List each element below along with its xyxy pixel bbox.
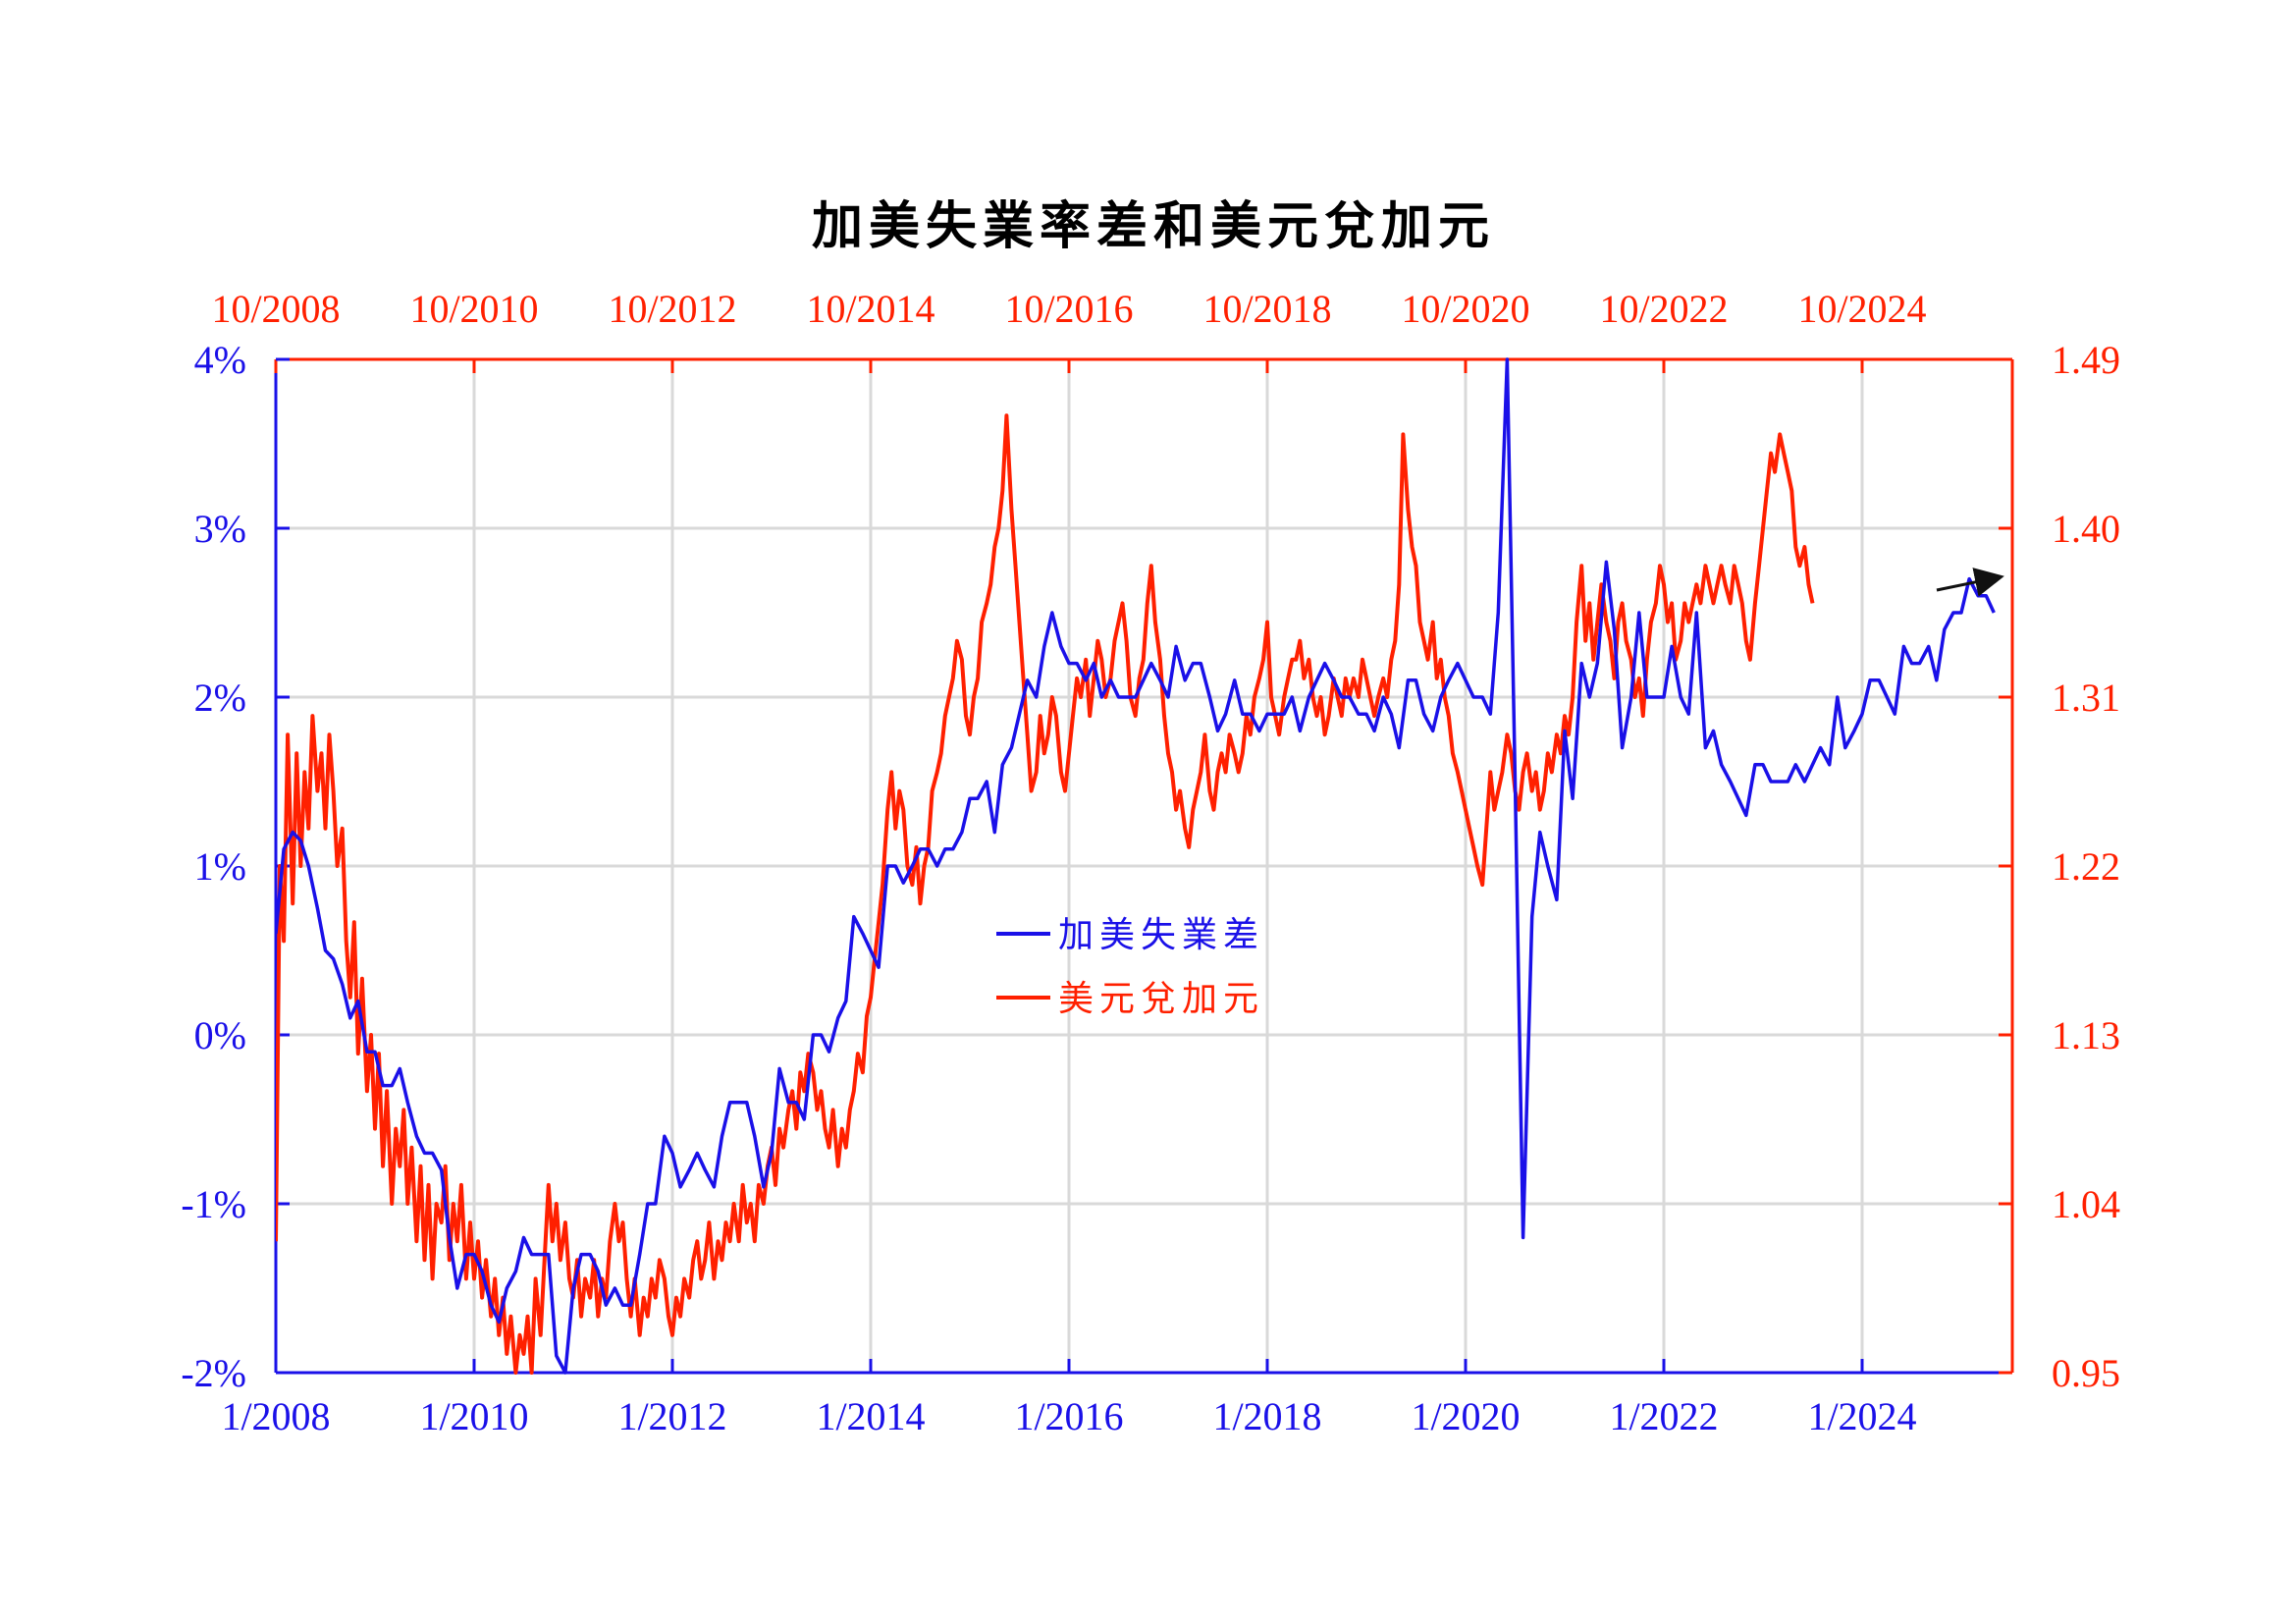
y-right-tick-label: 1.22: [2052, 844, 2120, 889]
x-tick-label: 1/2018: [1212, 1394, 1321, 1438]
left-axis-ticks: 4% 3% 2% 1% 0% -1% -2%: [181, 338, 246, 1395]
x-top-tick-label: 10/2012: [608, 287, 736, 331]
y-left-tick-label: 3%: [194, 507, 246, 551]
y-left-tick-label: -2%: [181, 1351, 246, 1395]
trend-arrow-icon: [1936, 568, 2004, 597]
x-tick-label: 1/2022: [1609, 1394, 1718, 1438]
x-top-tick-label: 10/2010: [409, 287, 538, 331]
y-left-tick-label: 0%: [194, 1013, 246, 1057]
y-right-tick-label: 0.95: [2052, 1351, 2120, 1395]
x-tick-label: 1/2012: [617, 1394, 726, 1438]
x-tick-label: 1/2016: [1014, 1394, 1123, 1438]
x-tick-label: 1/2014: [816, 1394, 925, 1438]
plot-area: [276, 357, 1996, 1375]
series-usdcad-line: [276, 413, 1815, 1375]
y-left-tick-label: -1%: [181, 1182, 246, 1226]
legend: 加美失業差 美元兌加元: [996, 915, 1264, 1019]
y-left-tick-label: 1%: [194, 844, 246, 889]
legend-label-usdcad: 美元兌加元: [1058, 979, 1264, 1019]
x-tick-label: 1/2024: [1807, 1394, 1916, 1438]
chart-title: 加美失業率差和美元兌加元: [812, 196, 1495, 256]
x-top-tick-label: 10/2018: [1202, 287, 1331, 331]
series-unemployment-diff-line: [276, 357, 1996, 1375]
y-right-tick-label: 1.49: [2052, 338, 2120, 382]
x-tick-label: 1/2008: [221, 1394, 330, 1438]
y-left-tick-label: 2%: [194, 676, 246, 720]
x-top-tick-label: 10/2022: [1599, 287, 1728, 331]
bottom-axis-ticks: 1/2008 1/2010 1/2012 1/2014 1/2016 1/2018 1/20…: [221, 1394, 1916, 1438]
y-right-tick-label: 1.04: [2052, 1182, 2120, 1226]
x-tick-label: 1/2020: [1411, 1394, 1520, 1438]
x-top-tick-label: 10/2014: [806, 287, 934, 331]
x-top-tick-label: 10/2024: [1797, 287, 1926, 331]
axes: [274, 357, 2014, 1375]
x-tick-label: 1/2010: [419, 1394, 528, 1438]
y-right-tick-label: 1.40: [2052, 507, 2120, 551]
gridlines: [276, 359, 2012, 1373]
legend-label-unemployment-diff: 加美失業差: [1058, 915, 1264, 955]
right-axis-ticks: 1.49 1.40 1.31 1.22 1.13 1.04 0.95: [2052, 338, 2120, 1395]
y-right-tick-label: 1.13: [2052, 1013, 2120, 1057]
x-top-tick-label: 10/2016: [1004, 287, 1133, 331]
x-top-tick-label: 10/2008: [211, 287, 340, 331]
x-top-tick-label: 10/2020: [1401, 287, 1529, 331]
y-right-tick-label: 1.31: [2052, 676, 2120, 720]
y-left-tick-label: 4%: [194, 338, 246, 382]
top-axis-ticks: 10/2008 10/2010 10/2012 10/2014 10/2016 10/20…: [211, 287, 1926, 331]
